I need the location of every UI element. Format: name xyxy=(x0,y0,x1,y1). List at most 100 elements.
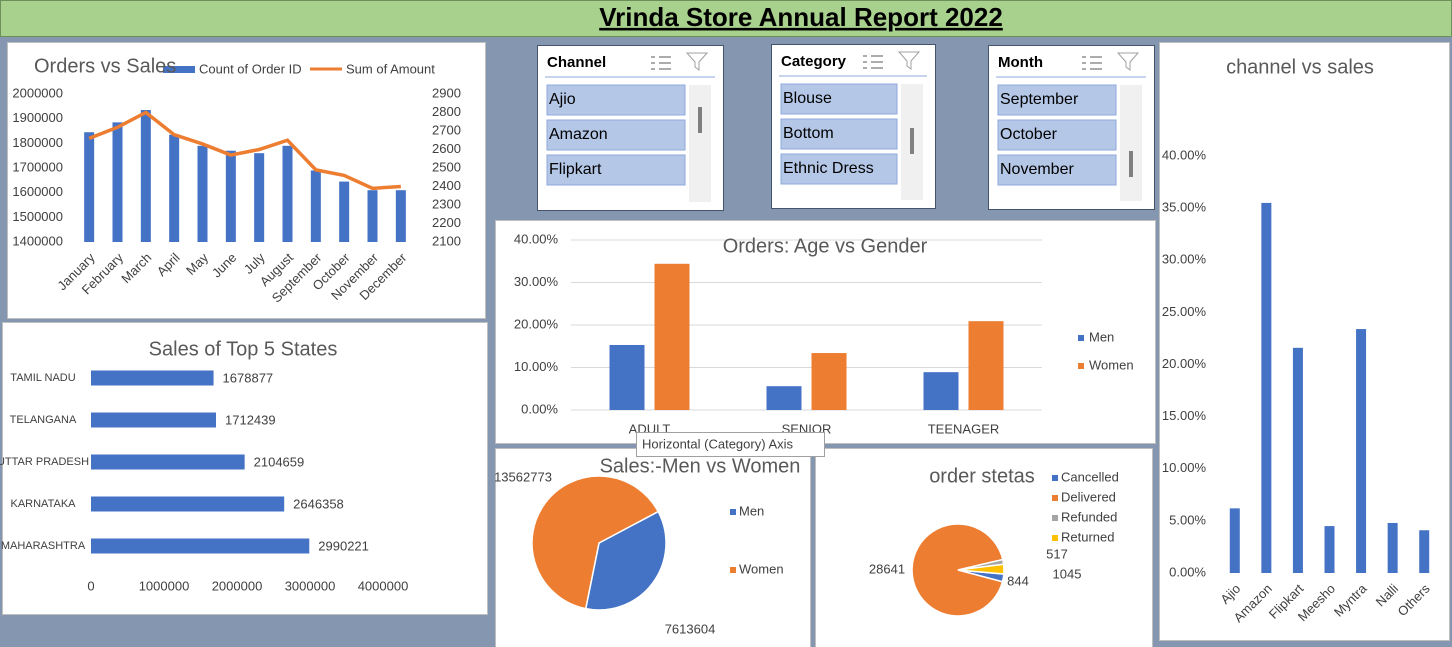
bar xyxy=(1261,202,1272,573)
bar xyxy=(1324,526,1335,573)
data-label: 13562773 xyxy=(494,469,552,484)
slicer-item-label[interactable]: Blouse xyxy=(783,90,832,107)
chart-panel xyxy=(1159,42,1450,641)
y2-tick-label: 2800 xyxy=(432,104,461,119)
slicer-item[interactable] xyxy=(780,118,898,150)
y-tick-label: 15.00% xyxy=(1162,408,1207,423)
chart-title: channel vs sales xyxy=(1226,56,1374,78)
y-tick-label: 20.00% xyxy=(1162,356,1207,371)
tooltip-text: Horizontal (Category) Axis xyxy=(642,436,793,451)
line xyxy=(88,110,401,191)
y-tick-label: 1900000 xyxy=(12,110,63,125)
bar xyxy=(197,145,208,242)
slicer-item-label[interactable]: November xyxy=(1000,161,1074,178)
legend-swatch xyxy=(730,509,736,515)
slicer-scrollbar xyxy=(689,85,711,202)
slicer-item-label[interactable]: Amazon xyxy=(549,126,608,143)
multiselect-icon[interactable] xyxy=(1082,56,1102,70)
pie-slice xyxy=(957,563,1005,575)
data-label: 2990221 xyxy=(318,538,369,553)
chart-title: Sales:-Men vs Women xyxy=(600,455,801,477)
data-label: 1045 xyxy=(1053,566,1082,581)
legend-label: Delivered xyxy=(1061,489,1116,504)
chart-title: order stetas xyxy=(929,465,1035,487)
bar xyxy=(91,496,285,512)
legend-swatch xyxy=(1078,363,1084,369)
bar xyxy=(654,263,690,410)
bar xyxy=(339,181,350,242)
slicer-scroll-thumb[interactable] xyxy=(1129,151,1133,177)
bar xyxy=(923,372,959,410)
slicer-item-label[interactable]: Flipkart xyxy=(549,161,602,178)
slicer-item[interactable] xyxy=(780,83,898,115)
chart-title: Orders: Age vs Gender xyxy=(723,235,928,257)
data-label: 2104659 xyxy=(254,454,305,469)
bar xyxy=(91,538,310,554)
slicer-item-label[interactable]: Bottom xyxy=(783,125,834,142)
slicer-scroll-thumb[interactable] xyxy=(910,128,914,154)
legend-swatch xyxy=(1052,475,1058,481)
tooltip-box xyxy=(636,432,825,457)
multiselect-icon[interactable] xyxy=(863,55,883,69)
y-tick-label: 10.00% xyxy=(1162,460,1207,475)
slicer-item[interactable] xyxy=(997,84,1117,116)
slicer-item[interactable] xyxy=(546,84,686,116)
chart-panel xyxy=(2,322,488,615)
slicer-item-label[interactable]: Ajio xyxy=(549,91,576,108)
multiselect-icon[interactable] xyxy=(651,56,671,70)
legend-label: Men xyxy=(739,503,764,518)
bar xyxy=(766,386,802,410)
header-bar xyxy=(0,0,1452,37)
y-tick-label: 0.00% xyxy=(1169,564,1206,579)
y-tick-label: UTTAR PRADESH xyxy=(0,456,89,468)
slicer-item-label[interactable]: Ethnic Dress xyxy=(783,160,874,177)
pie-slice xyxy=(584,510,667,611)
slicer-item-label[interactable]: October xyxy=(1000,126,1058,143)
legend-swatch xyxy=(1052,535,1058,541)
bar xyxy=(140,110,151,243)
bar xyxy=(282,145,293,242)
y2-tick-label: 2300 xyxy=(432,196,461,211)
pie-slice xyxy=(531,475,660,610)
clear-filter-icon[interactable] xyxy=(685,52,709,71)
slicer-item[interactable] xyxy=(780,153,898,185)
y-tick-label: 35.00% xyxy=(1162,200,1207,215)
legend-swatch xyxy=(730,567,736,573)
x-tick-label: 3000000 xyxy=(285,578,336,593)
bar xyxy=(1419,530,1430,573)
bar xyxy=(1229,508,1240,573)
y-tick-label: KARNATAKA xyxy=(11,498,77,510)
slicer-item[interactable] xyxy=(546,154,686,186)
slicer-scrollbar xyxy=(1120,85,1142,201)
bar xyxy=(254,153,265,242)
y-tick-label: 30.00% xyxy=(1162,252,1207,267)
bar xyxy=(91,412,217,428)
y-tick-label: MAHARASHTRA xyxy=(1,540,86,552)
data-label: 7613604 xyxy=(665,621,716,636)
legend-label: Women xyxy=(739,561,784,576)
pie-slice xyxy=(911,523,1004,617)
slicer-item-label[interactable]: September xyxy=(1000,91,1079,108)
slicer-item[interactable] xyxy=(546,119,686,151)
clear-filter-icon[interactable] xyxy=(897,51,921,70)
data-label: 2646358 xyxy=(293,496,344,511)
legend-swatch xyxy=(1052,495,1058,501)
y-tick-label: 30.00% xyxy=(514,274,559,289)
slicer-scroll-thumb[interactable] xyxy=(698,107,702,133)
x-tick-label: 1000000 xyxy=(139,578,190,593)
x-tick-label: TEENAGER xyxy=(928,421,1000,436)
y2-tick-label: 2900 xyxy=(432,85,461,100)
slicer-item[interactable] xyxy=(997,154,1117,186)
clear-filter-icon[interactable] xyxy=(1116,52,1140,71)
slicer-item[interactable] xyxy=(997,119,1117,151)
x-tick-label: 0 xyxy=(87,578,94,593)
bar xyxy=(310,170,321,242)
y-tick-label: 5.00% xyxy=(1169,512,1206,527)
data-label: 844 xyxy=(1007,573,1029,588)
y2-tick-label: 2700 xyxy=(432,122,461,137)
legend-swatch xyxy=(1052,515,1058,521)
y2-tick-label: 2400 xyxy=(432,178,461,193)
y-tick-label: 1700000 xyxy=(12,159,63,174)
legend-label: Men xyxy=(1089,329,1114,344)
y2-tick-label: 2500 xyxy=(432,159,461,174)
